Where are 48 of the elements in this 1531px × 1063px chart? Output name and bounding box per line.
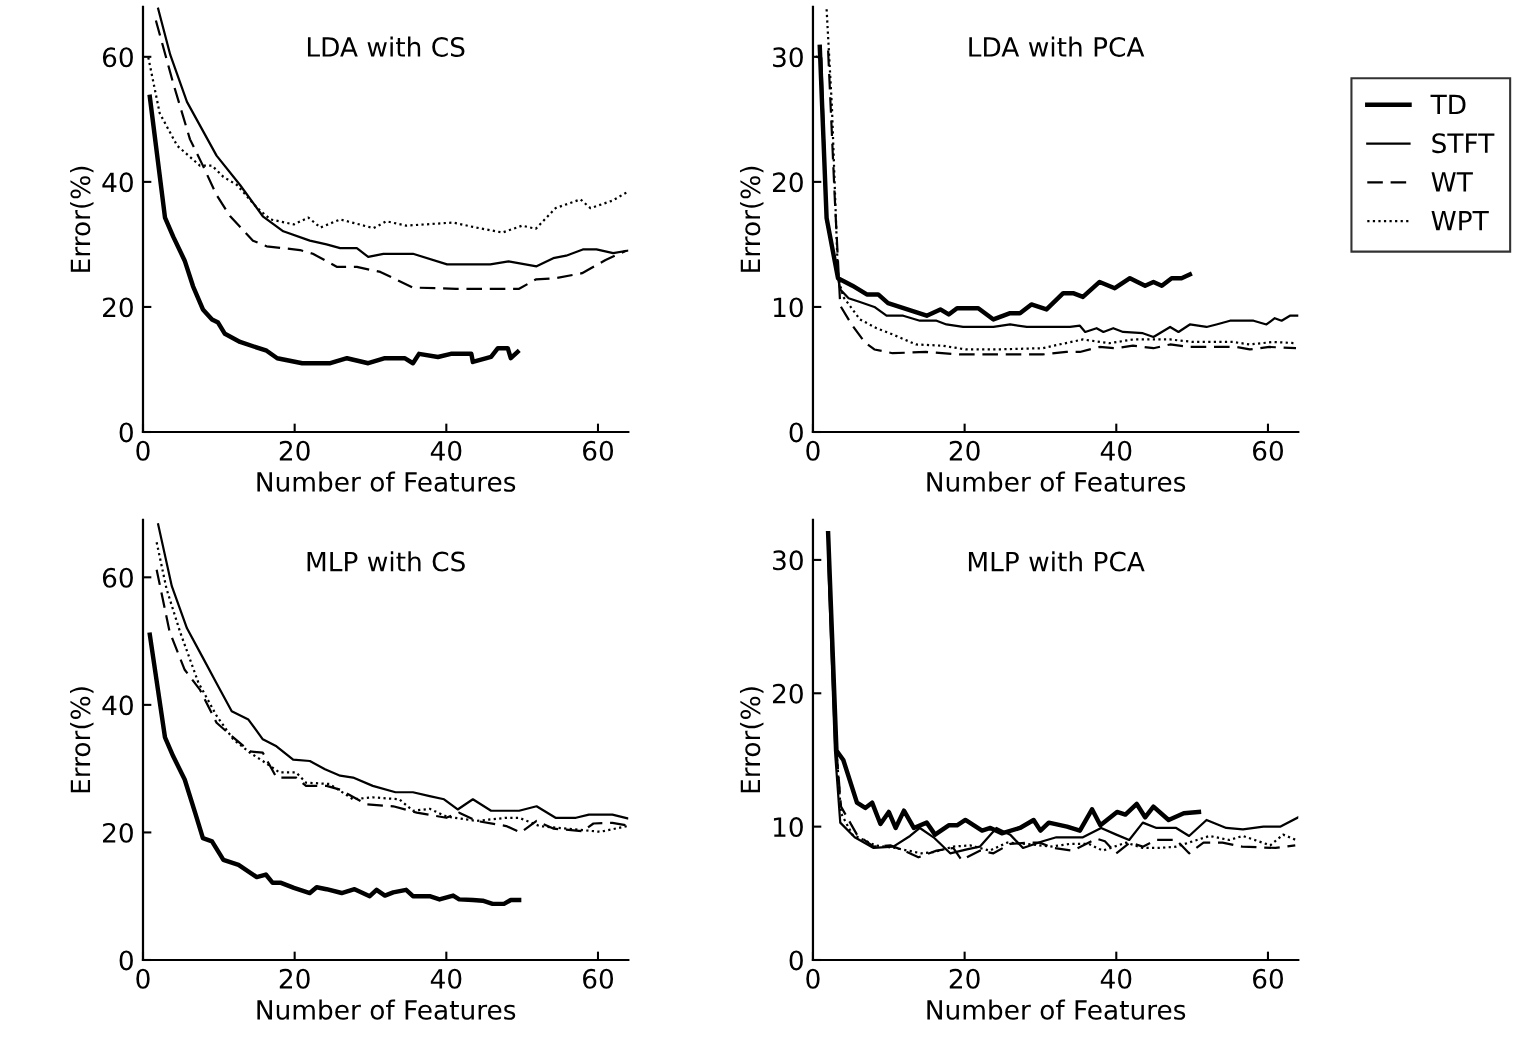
x-axis-title: Number of Features: [927, 999, 1186, 1020]
x-tick-label: 40: [430, 968, 462, 989]
x-tick-label: 0: [136, 440, 150, 461]
y-tick-label: 40: [102, 172, 133, 193]
y-tick-label: 20: [103, 297, 133, 318]
y-tick-label: 20: [772, 172, 803, 193]
x-tick-label: 40: [1100, 440, 1132, 461]
x-tick-label: 40: [430, 440, 462, 461]
x-tick-label: 20: [279, 968, 310, 989]
y-axis-title: Error(%): [70, 687, 94, 793]
y-tick-label: 0: [789, 422, 803, 443]
x-tick-label: 0: [806, 968, 820, 989]
text: MLP with PCA: [968, 551, 1145, 572]
y-tick-label: 10: [773, 817, 803, 838]
legend-label: STFT: [1432, 133, 1495, 154]
y-axis-title: Error(%): [739, 687, 764, 793]
x-tick-label: 0: [806, 440, 820, 461]
x-tick-label: 60: [583, 968, 614, 989]
text: LDA with PCA: [969, 36, 1145, 57]
x-tick-label: 20: [949, 440, 980, 461]
x-tick-label: 20: [949, 968, 980, 989]
x-tick-label: 60: [1253, 968, 1283, 989]
x-axis-title: Number of Features: [257, 471, 516, 492]
legend-label: WT: [1431, 172, 1473, 192]
y-tick-label: 0: [789, 950, 803, 971]
y-tick-label: 20: [103, 822, 133, 843]
x-axis-title: Number of Features: [927, 471, 1186, 492]
y-axis-title: Error(%): [70, 166, 94, 272]
y-tick-label: 0: [119, 422, 133, 443]
x-tick-label: 20: [279, 440, 310, 461]
y-tick-label: 20: [772, 683, 803, 704]
y-tick-label: 0: [119, 950, 133, 971]
y-axis-title: Error(%): [739, 166, 764, 272]
y-tick-label: 60: [102, 567, 133, 588]
y-tick-label: 40: [102, 695, 133, 716]
x-tick-label: 0: [136, 968, 150, 989]
y-tick-label: 60: [102, 47, 133, 68]
text: MLP with CS: [307, 551, 465, 572]
x-tick-label: 60: [583, 440, 614, 461]
text: LDA with CS: [307, 36, 465, 57]
y-tick-label: 30: [773, 550, 803, 571]
x-tick-label: 40: [1100, 968, 1132, 989]
y-tick-label: 30: [773, 47, 803, 68]
x-axis-title: Number of Features: [257, 999, 516, 1020]
legend-label: WPT: [1431, 211, 1489, 231]
x-tick-label: 60: [1253, 440, 1283, 461]
y-tick-label: 10: [773, 297, 803, 318]
legend-label: TD: [1430, 94, 1466, 115]
